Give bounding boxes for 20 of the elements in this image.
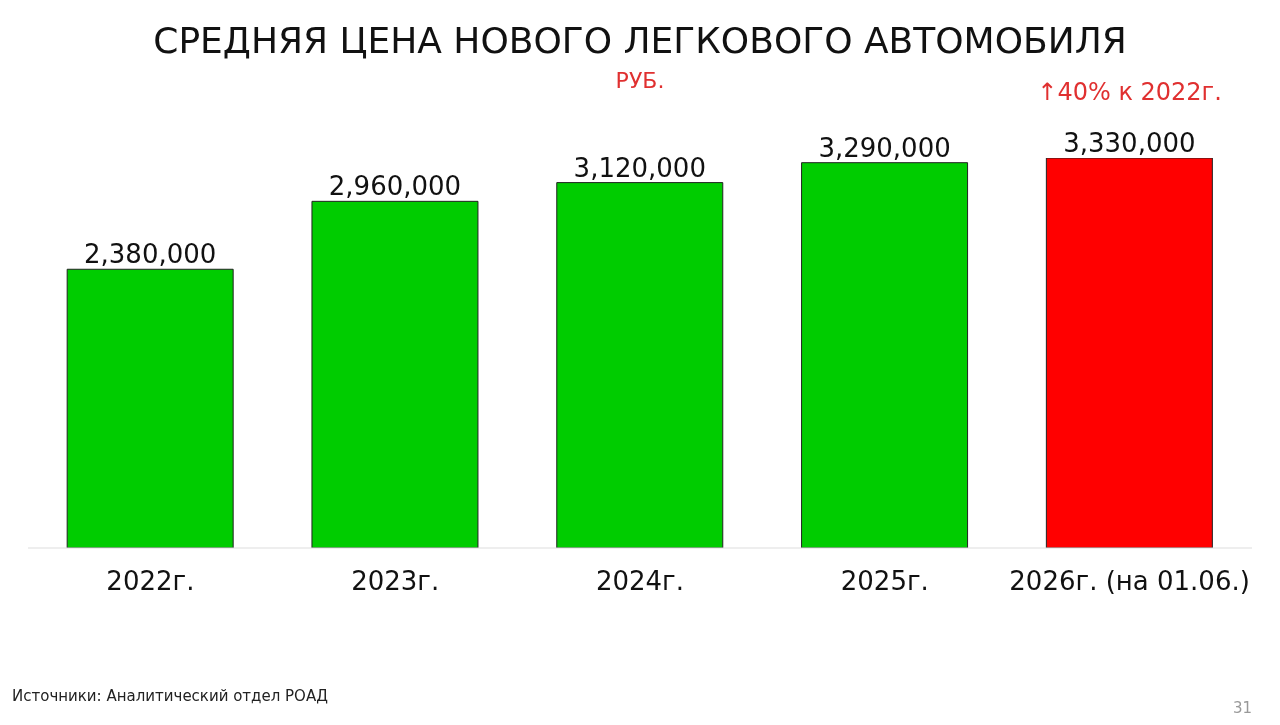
data-label: 3,290,000 — [818, 132, 951, 163]
chart-subtitle: РУБ. — [615, 68, 665, 93]
bar — [311, 200, 479, 548]
text: Источники: Аналитический отдел РОАД — [12, 687, 328, 705]
x-tick-label: 2026г. (на 01.06.) — [1009, 566, 1250, 597]
x-tick-label: 2025г. — [840, 566, 929, 597]
text: 31 — [1232, 699, 1252, 717]
bar — [556, 182, 724, 548]
bar — [66, 268, 234, 548]
chart-title: СРЕДНЯЯ ЦЕНА НОВОГО ЛЕГКОВОГО АВТОМОБИЛЯ — [152, 20, 1128, 61]
annotation: ↑40% к 2022г. — [1036, 78, 1223, 106]
x-tick-label: 2024г. — [595, 566, 685, 597]
bar — [801, 162, 969, 548]
data-label: 2,380,000 — [84, 239, 217, 270]
data-label: 2,960,000 — [328, 171, 462, 202]
x-tick-label: 2023г. — [351, 566, 440, 597]
data-label: 3,120,000 — [573, 152, 706, 183]
data-label: 3,330,000 — [1063, 128, 1196, 158]
bar — [1045, 158, 1213, 548]
x-tick-label: 2022г. — [106, 566, 195, 597]
